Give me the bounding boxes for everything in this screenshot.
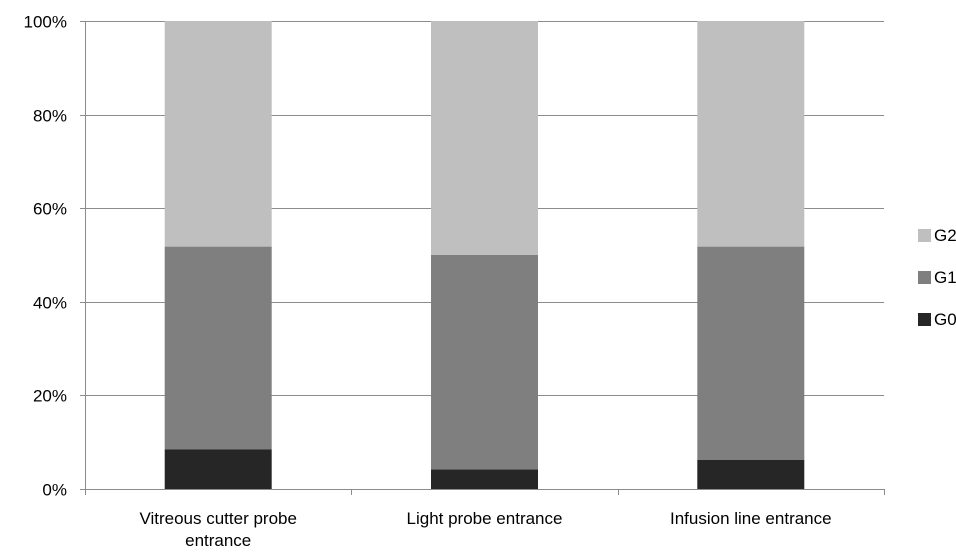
legend: G2 G1 G0 — [918, 226, 956, 329]
y-tick-label: 20% — [33, 387, 67, 406]
bars — [164, 21, 805, 489]
x-category-label: Vitreous cutter probe entrance — [139, 509, 297, 550]
legend-swatch-g0 — [918, 313, 931, 326]
x-category-label: Light probe entrance — [407, 509, 563, 528]
y-tick-label: 80% — [33, 107, 67, 126]
bar-segment-g1 — [431, 255, 538, 470]
legend-label-g2: G2 — [934, 226, 956, 245]
y-tick-label: 40% — [33, 294, 67, 313]
axes — [80, 21, 885, 495]
bar-segment-g0 — [697, 460, 805, 489]
bar-segment-g2 — [164, 21, 272, 247]
y-tick-label: 0% — [42, 481, 67, 500]
bar-segment-g2 — [431, 21, 538, 255]
x-category-label-line: Infusion line entrance — [670, 509, 832, 528]
legend-label-g1: G1 — [934, 268, 956, 287]
x-category-label: Infusion line entrance — [670, 509, 832, 528]
legend-swatch-g2 — [918, 229, 931, 242]
y-tick-label: 60% — [33, 200, 67, 219]
bar-segment-g1 — [164, 246, 272, 450]
bar-segment-g0 — [431, 469, 538, 489]
bar-segment-g1 — [697, 246, 805, 460]
legend-swatch-g1 — [918, 271, 931, 284]
x-category-label-line: Light probe entrance — [407, 509, 563, 528]
legend-label-g0: G0 — [934, 310, 956, 329]
x-category-label-line: Vitreous cutter probe — [139, 509, 297, 528]
bar-segment-g0 — [164, 449, 272, 489]
y-tick-label: 100% — [24, 13, 67, 32]
x-category-label-line: entrance — [185, 531, 251, 550]
x-category-labels: Vitreous cutter probe entrance Light probe… — [139, 509, 831, 550]
bar-segment-g2 — [697, 21, 805, 247]
y-tick-labels: 0% 20% 40% 60% 80% 100% — [24, 13, 67, 500]
